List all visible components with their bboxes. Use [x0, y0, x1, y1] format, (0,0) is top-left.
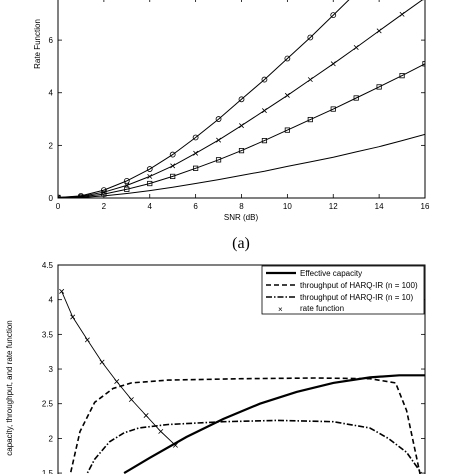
chart-b-y-tick-label: 2.5 [42, 400, 54, 409]
chart-a-point-x [353, 44, 359, 50]
chart-a-x-tick-label: 12 [329, 202, 338, 211]
chart-a-x-tick-label: 0 [56, 202, 61, 211]
chart-a-point-square [170, 173, 176, 180]
chart-b-point-x [84, 337, 90, 343]
chart-b-point-x [70, 314, 76, 320]
legend-marker-rate-function: × [278, 305, 283, 314]
chart-b-y-ticks: 1.5 2 2.5 3 3.5 4 4.5 [42, 261, 425, 474]
chart-a-point-circle [146, 166, 153, 172]
chart-a-x-tick-label: 14 [375, 202, 384, 211]
chart-a-point-square [284, 127, 290, 133]
chart-a-point-square [124, 186, 130, 192]
chart-a-series [58, 0, 425, 198]
chart-a-clip-group [58, 0, 425, 198]
panel-label-a: (a) [232, 235, 250, 252]
chart-a-point-x [58, 194, 61, 198]
legend-label-harq-10: throughput of HARQ-IR (n = 10) [300, 293, 414, 302]
chart-a-x-tick-label: 6 [193, 202, 198, 211]
chart-b-legend: Effective capacity throughput of HARQ-IR… [261, 265, 425, 315]
chart-a-point-square [330, 106, 336, 112]
chart-b-y-tick-label: 3 [49, 365, 54, 374]
chart-a-y-tick-label: 0 [49, 194, 54, 203]
chart-b-point-x [158, 428, 164, 434]
legend-label-rate-function: rate function [300, 304, 344, 313]
chart-a-point-x [261, 108, 267, 114]
legend-label-harq-100: throughput of HARQ-IR (n = 100) [300, 281, 418, 290]
chart-a-y-ticks: 0 2 4 6 [49, 36, 425, 203]
chart-a-point-x [239, 123, 244, 129]
chart-a-series-line-0 [58, 0, 350, 198]
chart-a-point-x [147, 173, 153, 179]
chart-a-point-circle [238, 96, 245, 103]
chart-a-point-square [215, 157, 222, 163]
chart-b-y-tick-label: 4 [49, 296, 54, 305]
chart-a-point-square [238, 148, 245, 154]
chart-a-point-circle [123, 177, 130, 184]
chart-a-y-tick-label: 2 [49, 141, 54, 150]
chart-a-point-circle [261, 76, 268, 83]
chart-a: 0 2 4 6 8 10 12 14 16 0 2 4 6 SNR (dB) Rate Functio… [33, 0, 430, 222]
chart-b-point-x [143, 413, 149, 418]
chart-a-point-circle [192, 134, 199, 141]
chart-a-point-x [193, 150, 199, 156]
chart-b-plot-frame [57, 264, 426, 474]
chart-b-y-tick-label: 1.5 [42, 469, 54, 474]
chart-a-point-x [170, 163, 176, 169]
chart-a-point-circle [284, 55, 291, 62]
chart-a-point-x [330, 61, 336, 67]
chart-a-x-axis-label: SNR (dB) [224, 213, 259, 222]
chart-a-y-tick-label: 4 [49, 89, 54, 98]
chart-b-point-x [59, 288, 65, 294]
legend-label-effective-capacity: Effective capacity [300, 269, 362, 278]
chart-b-y-axis-label: capacity, throughput, and rate function [5, 320, 14, 456]
chart-a-x-tick-label: 2 [102, 202, 107, 211]
chart-a-point-circle [215, 116, 222, 122]
chart-a-x-tick-label: 8 [239, 202, 244, 211]
chart-a-point-square [193, 165, 199, 171]
chart-a-point-square [353, 95, 359, 101]
chart-a-point-square [261, 138, 268, 144]
chart-a-point-x [216, 137, 222, 143]
chart-b-y-tick-label: 3.5 [42, 330, 54, 339]
chart-b-series [59, 288, 425, 474]
chart-b-point-x [99, 359, 105, 365]
chart-a-x-tick-label: 4 [148, 202, 153, 211]
chart-a-point-circle [169, 151, 176, 158]
chart-a-point-x [399, 11, 405, 17]
chart-a-point-square [399, 73, 405, 79]
chart-a-point-x [284, 92, 290, 98]
chart-b-point-x [128, 397, 134, 403]
chart-a-x-tick-label: 10 [283, 202, 292, 211]
chart-a-point-circle [330, 12, 337, 19]
chart-a-point-circle [307, 34, 314, 41]
chart-b-y-tick-label: 4.5 [42, 261, 54, 270]
chart-b-clip-group [59, 288, 425, 474]
chart-a-series-line-2 [58, 63, 425, 198]
chart-a-point-x [307, 77, 313, 83]
chart-a-series-line-3 [58, 133, 425, 198]
chart-a-y-axis-label: Rate Function [33, 19, 42, 69]
chart-a-x-tick-label: 16 [421, 202, 430, 211]
chart-b-series-line-3 [61, 291, 176, 446]
chart-b: 1.5 2 2.5 3 3.5 4 4.5 capacity, throughput, an… [5, 261, 426, 474]
chart-a-point-x [376, 28, 382, 34]
chart-a-point-square [422, 61, 425, 67]
chart-a-point-square [307, 116, 313, 123]
chart-b-point-x [172, 442, 178, 448]
chart-b-point-x [114, 379, 120, 384]
chart-a-point-square [147, 180, 153, 187]
chart-b-series-line-2 [85, 419, 422, 474]
chart-a-x-ticks: 0 2 4 6 8 10 12 14 16 [56, 0, 430, 211]
chart-b-series-line-1 [69, 377, 421, 474]
chart-b-series-line-0 [123, 374, 425, 474]
chart-a-y-tick-label: 6 [49, 36, 54, 45]
chart-a-point-square [376, 84, 382, 90]
chart-b-y-tick-label: 2 [49, 434, 54, 443]
